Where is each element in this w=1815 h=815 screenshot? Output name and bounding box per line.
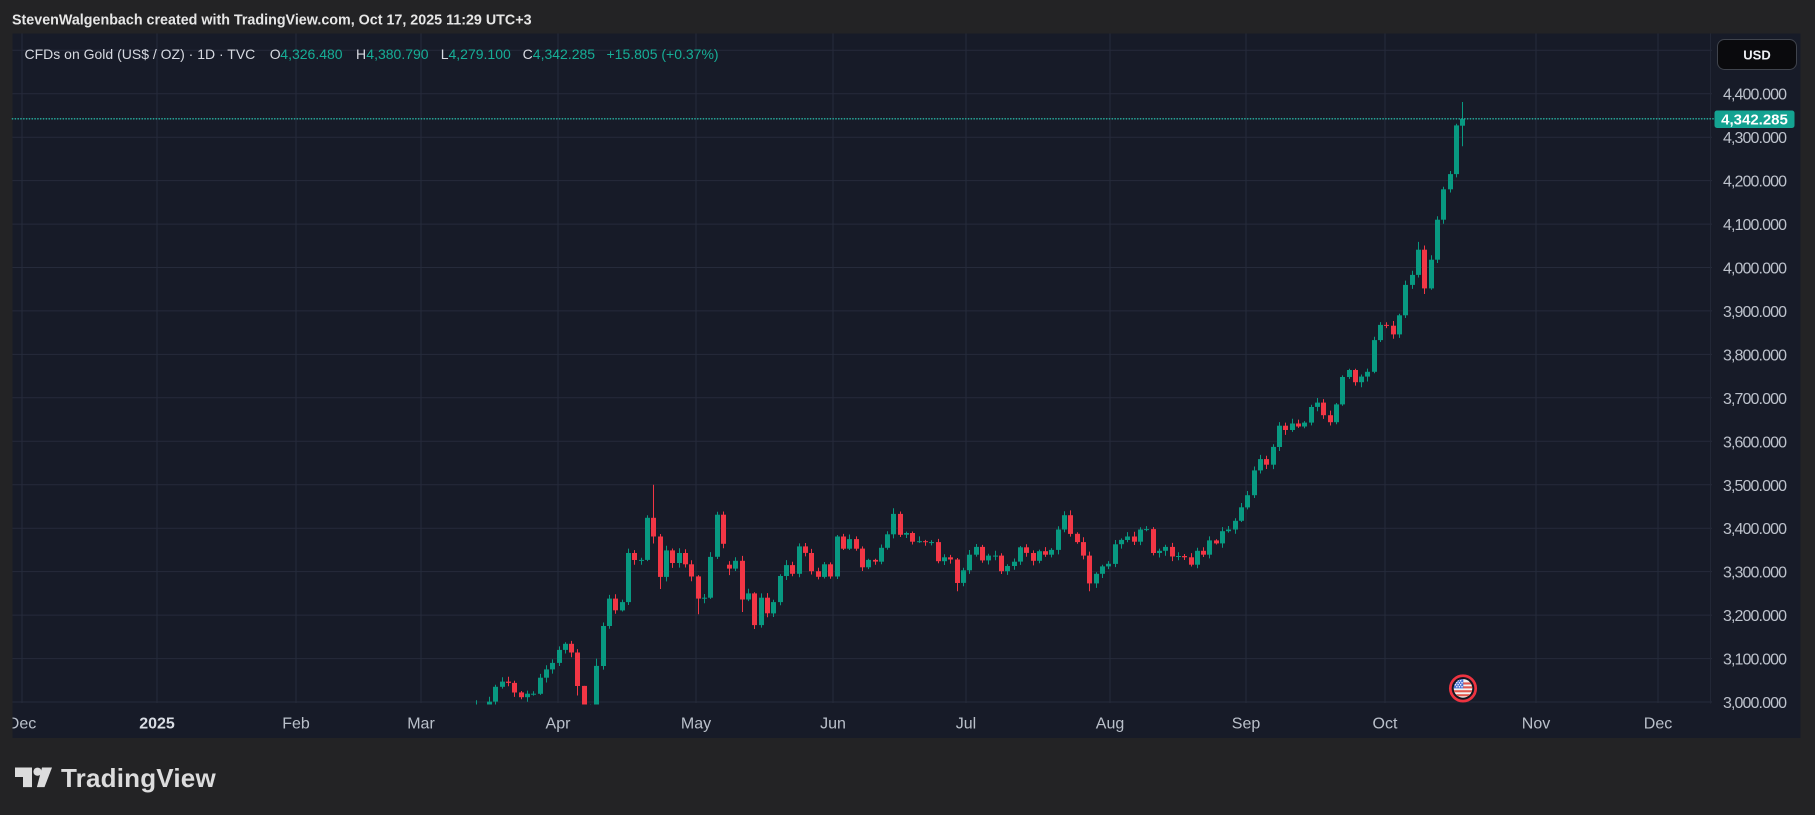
svg-text:3,300.000: 3,300.000 <box>1723 565 1787 582</box>
svg-text:Jul: Jul <box>956 716 976 733</box>
svg-text:3,700.000: 3,700.000 <box>1723 391 1787 408</box>
svg-text:Jun: Jun <box>820 716 846 733</box>
svg-text:Feb: Feb <box>282 716 310 733</box>
svg-text:+15.805 (+0.37%): +15.805 (+0.37%) <box>607 46 719 62</box>
svg-text:Nov: Nov <box>1522 716 1550 733</box>
svg-text:3,600.000: 3,600.000 <box>1723 434 1787 451</box>
svg-text:4,200.000: 4,200.000 <box>1723 174 1787 191</box>
svg-text:O: O <box>270 46 281 62</box>
svg-text:3,200.000: 3,200.000 <box>1723 608 1787 625</box>
svg-text:3,500.000: 3,500.000 <box>1723 478 1787 495</box>
svg-text:4,342.285: 4,342.285 <box>1721 112 1788 129</box>
svg-text:4,326.480: 4,326.480 <box>280 46 342 62</box>
svg-text:4,300.000: 4,300.000 <box>1723 130 1787 147</box>
svg-text:2025: 2025 <box>139 716 175 733</box>
svg-text:3,800.000: 3,800.000 <box>1723 347 1787 364</box>
svg-text:4,380.790: 4,380.790 <box>366 46 428 62</box>
svg-text:Sep: Sep <box>1232 716 1261 733</box>
svg-text:3,900.000: 3,900.000 <box>1723 304 1787 321</box>
svg-text:CFDs on Gold (US$ / OZ) · 1D ·: CFDs on Gold (US$ / OZ) · 1D · TVC <box>25 46 256 62</box>
svg-text:L: L <box>441 46 449 62</box>
svg-text:3,000.000: 3,000.000 <box>1723 695 1787 712</box>
svg-text:4,279.100: 4,279.100 <box>449 46 511 62</box>
svg-text:USD: USD <box>1743 48 1770 63</box>
svg-text:4,342.285: 4,342.285 <box>533 46 595 62</box>
svg-text:Aug: Aug <box>1096 716 1124 733</box>
svg-text:4,400.000: 4,400.000 <box>1723 87 1787 104</box>
svg-text:3,100.000: 3,100.000 <box>1723 652 1787 669</box>
svg-text:StevenWalgenbach created with: StevenWalgenbach created with TradingVie… <box>12 13 532 29</box>
svg-text:Apr: Apr <box>546 716 572 733</box>
svg-text:Dec: Dec <box>8 716 36 733</box>
svg-text:4,000.000: 4,000.000 <box>1723 261 1787 278</box>
svg-text:TradingView: TradingView <box>61 763 216 793</box>
svg-text:C: C <box>523 46 533 62</box>
svg-text:Dec: Dec <box>1644 716 1672 733</box>
svg-text:H: H <box>356 46 366 62</box>
svg-text:Oct: Oct <box>1373 716 1398 733</box>
svg-text:Mar: Mar <box>407 716 435 733</box>
svg-text:4,100.000: 4,100.000 <box>1723 217 1787 234</box>
svg-text:May: May <box>681 716 711 733</box>
svg-text:3,400.000: 3,400.000 <box>1723 521 1787 538</box>
